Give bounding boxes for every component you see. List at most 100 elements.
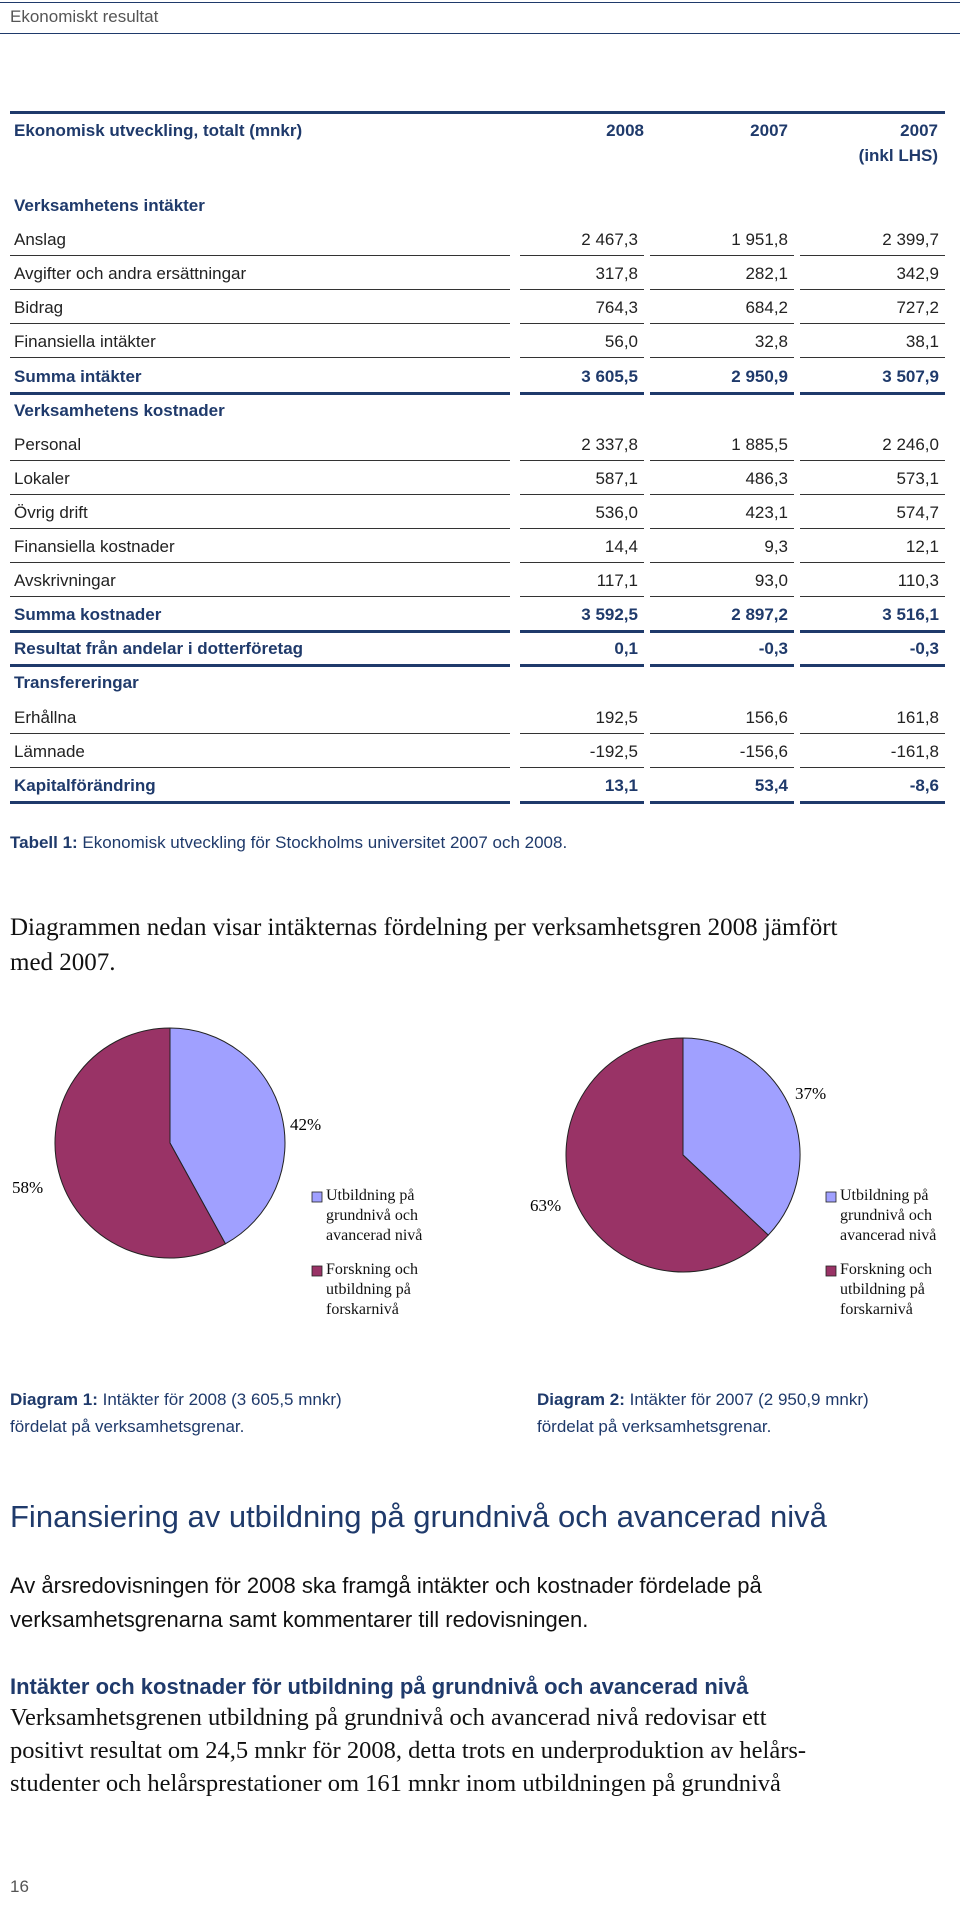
row-label: Verksamhetens intäkter [14, 196, 205, 215]
table-caption: Tabell 1: Ekonomisk utveckling för Stock… [10, 833, 567, 853]
cell-value: 14,4 [604, 537, 638, 556]
pie-slice [682, 1037, 801, 1236]
lead-line: verksamhetsgrenarna samt kommentarer til… [10, 1607, 589, 1632]
rule [800, 562, 945, 563]
cell-value: 9,3 [764, 537, 788, 556]
rule [650, 732, 794, 734]
caption-label: Diagram 1: [10, 1390, 98, 1409]
cell-value: 2 246,0 [882, 434, 939, 454]
column-header: 2008 [606, 121, 644, 140]
cell-value: 56,0 [604, 332, 638, 352]
rule [10, 459, 510, 461]
row-label: Lämnade [14, 741, 85, 761]
cell-value: 2 950,9 [731, 366, 788, 386]
rule [650, 527, 794, 529]
row-label: Personal [14, 434, 82, 454]
row-label: Avskrivningar [14, 571, 116, 591]
caption-text: Ekonomisk utveckling för Stockholms univ… [77, 833, 568, 852]
rule [10, 766, 510, 768]
rule [800, 664, 945, 668]
cell-value: -0,3 [758, 639, 788, 659]
cell-value: 486,3 [745, 468, 788, 488]
rule [800, 732, 945, 734]
legend-label: Utbildning på grundnivå och avancerad ni… [326, 1187, 423, 1244]
cell-value: 573,1 [896, 468, 939, 488]
cell-value: 117,1 [596, 571, 638, 591]
row-label: Summa intäkter [14, 366, 142, 386]
rule [800, 357, 945, 359]
cell-value: 2 399,7 [882, 230, 939, 250]
legend-swatch [825, 1265, 837, 1277]
rule [520, 255, 644, 257]
row-label: Lokaler [14, 468, 70, 488]
cell-value: 110,3 [897, 571, 939, 591]
rule [520, 800, 644, 804]
cell-value: 3 507,9 [882, 366, 939, 386]
rule [10, 255, 510, 257]
cell-value: 192,5 [595, 707, 638, 727]
row-label: Finansiella kostnader [14, 537, 175, 556]
rule [10, 289, 510, 291]
pie-slice [54, 1027, 227, 1259]
section-heading: Finansiering av utbildning på grundnivå … [10, 1499, 827, 1534]
slice-label: 37% [795, 1084, 826, 1103]
rule [10, 630, 510, 634]
body-line: positivt resultat om 24,5 mnkr för 2008,… [10, 1737, 807, 1764]
rule [10, 323, 510, 325]
row-label: Avgifter och andra ersättningar [14, 264, 247, 284]
page-number: 16 [10, 1877, 29, 1896]
rule [520, 766, 644, 768]
row-label: Erhållna [14, 707, 77, 727]
caption-text: Intäkter för 2008 (3 605,5 mnkr) [97, 1390, 342, 1409]
page-header: Ekonomiskt resultat [10, 7, 159, 26]
row-label: Resultat från andelar i dotterföretag [14, 639, 304, 659]
cell-value: -0,3 [909, 639, 939, 659]
rule [650, 459, 794, 461]
rule [520, 357, 644, 359]
rule [0, 2, 960, 3]
body-line: studenter och helårsprestationer om 161 … [10, 1770, 781, 1797]
rule [520, 289, 644, 291]
row-label: Verksamhetens kostnader [14, 400, 225, 420]
rule [650, 255, 794, 257]
rule [650, 766, 794, 768]
diagram-caption: Diagram 2: Intäkter för 2007 (2 950,9 mn… [537, 1390, 869, 1410]
rule [10, 732, 510, 734]
cell-value: 574,7 [896, 502, 939, 522]
row-label: Finansiella intäkter [14, 332, 156, 352]
cell-value: 423,1 [745, 502, 788, 522]
rule [520, 459, 644, 461]
rule [800, 289, 945, 291]
rule [800, 766, 945, 768]
cell-value: -161,8 [890, 741, 939, 761]
cell-value: 12,1 [905, 537, 939, 556]
cell-value: 684,2 [745, 298, 788, 318]
rule [520, 527, 644, 529]
rule [10, 800, 510, 804]
cell-value: 13,1 [604, 775, 638, 795]
rule [520, 323, 644, 325]
rule [650, 630, 794, 634]
rule [520, 493, 644, 495]
row-label: Bidrag [14, 298, 64, 318]
caption-text: Intäkter för 2007 (2 950,9 mnkr) [624, 1390, 869, 1409]
rule [10, 596, 510, 598]
caption-label: Diagram 2: [537, 1390, 625, 1409]
cell-value: 38,1 [905, 332, 939, 352]
rule [10, 562, 510, 563]
legend-swatch [825, 1191, 837, 1203]
rule [650, 289, 794, 291]
cell-value: 0,1 [614, 639, 638, 659]
rule [650, 562, 794, 563]
rule [650, 800, 794, 804]
diagram-caption: Diagram 1: Intäkter för 2008 (3 605,5 mn… [10, 1390, 342, 1410]
rule [650, 596, 794, 598]
cell-value: 317,8 [595, 264, 638, 284]
rule [520, 391, 644, 395]
cell-value: 282,1 [745, 264, 788, 284]
rule [520, 664, 644, 668]
rule [0, 33, 960, 34]
intro-line: med 2007. [10, 949, 116, 976]
